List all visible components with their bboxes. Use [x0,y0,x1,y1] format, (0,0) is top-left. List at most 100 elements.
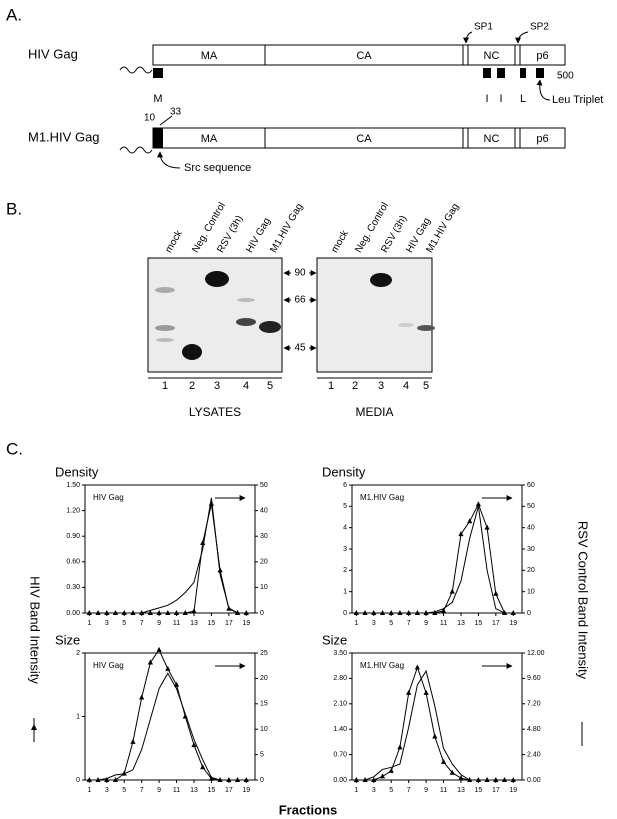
triangle-marker [130,738,136,744]
x-tick-label: 13 [457,787,465,794]
chart-title: Size [55,632,80,647]
triangle-marker [432,733,438,739]
y-tick-label: 0 [343,610,347,617]
y-tick-label: 4 [343,525,347,532]
x-tick-label: 5 [122,787,126,794]
y2-tick-label: 30 [527,546,535,553]
position-label: 500 [557,71,574,82]
y2-axis-label: RSV Control Band Intensity [576,521,591,680]
triangle-marker [475,501,482,507]
construct-name: M1.HIV Gag [28,129,100,144]
gel-band [417,325,435,331]
position-label: 33 [170,107,182,118]
x-tick-label: 1 [354,620,358,627]
motif-label: I [485,93,488,105]
y2-tick-label: 4.80 [527,726,541,733]
panel-label: A. [6,5,22,24]
gel-band [156,338,174,342]
series-line [89,672,247,781]
y2-tick-label: 12.00 [527,650,545,657]
triangle-marker [156,646,162,652]
triangle-marker [493,590,499,596]
x-tick-label: 9 [424,787,428,794]
y2-tick-label: 60 [527,482,535,489]
x-tick-label: 15 [208,620,216,627]
spacer [514,127,521,149]
x-tick-label: 5 [389,620,393,627]
domain [467,127,516,149]
series-line [89,503,247,614]
domain [264,44,464,66]
x-axis-label: Fractions [279,802,338,817]
lane-number: 1 [162,380,168,392]
triangle-marker [423,689,429,695]
triangle-marker [371,777,377,782]
x-tick-label: 17 [225,620,233,627]
triangle-marker [200,764,206,770]
x-tick-label: 7 [407,787,411,794]
y-tick-label: 1 [76,713,80,720]
y-tick-label: 2 [76,650,80,657]
triangle-marker [86,610,92,615]
x-tick-label: 19 [242,620,250,627]
motif-label: L [520,93,526,105]
y-tick-label: 6 [343,482,347,489]
y2-tick-label: 10 [527,589,535,596]
x-tick-label: 17 [492,620,500,627]
domain-label: CA [356,50,372,62]
triangle-marker [388,767,394,773]
lane-number: 3 [214,380,220,392]
x-tick-label: 13 [190,620,198,627]
y2-tick-label: 20 [260,675,268,682]
lane-number: 2 [352,380,358,392]
lane-number: 2 [189,380,195,392]
y-tick-label: 3 [343,546,347,553]
y2-tick-label: 0 [260,610,264,617]
x-tick-label: 1 [87,620,91,627]
arrow [157,151,181,169]
x-tick-label: 17 [225,787,233,794]
y-tick-label: 0.00 [333,777,347,784]
spacer [462,127,469,149]
chart-title: Size [322,632,347,647]
triangle-marker [147,659,153,665]
y2-tick-label: 20 [527,567,535,574]
lane-number: 5 [423,380,429,392]
domain-label: NC [484,133,500,145]
domain [519,44,566,66]
gel-band [398,323,414,327]
lane-number: 5 [267,380,273,392]
chart-annotation: HIV Gag [93,493,124,502]
x-tick-label: 11 [440,787,447,794]
y2-tick-label: 7.20 [527,701,541,708]
series-line [356,506,514,614]
triangle-marker [217,567,223,573]
series-line [356,502,514,614]
x-tick-label: 3 [105,620,109,627]
lane-number: 1 [328,380,334,392]
y2-tick-label: 0.00 [527,777,541,784]
x-tick-label: 3 [105,787,109,794]
y-tick-label: 0.70 [333,751,347,758]
triangle-marker [191,608,197,614]
x-tick-label: 5 [389,787,393,794]
triangle-marker [449,769,455,775]
triangle-marker [379,773,386,779]
y-tick-label: 0 [76,777,80,784]
arrow [463,31,473,44]
triangle-marker [484,524,490,530]
gel-label: LYSATES [189,405,241,419]
motif-box [536,68,544,78]
y2-tick-label: 20 [260,559,268,566]
y2-tick-label: 5 [260,751,264,758]
motif-box [497,68,505,78]
x-tick-label: 19 [509,620,517,627]
y-tick-label: 0.60 [66,559,80,566]
chart-annotation: M1.HIV Gag [360,661,404,670]
triangle-marker [353,777,359,782]
x-tick-label: 19 [509,787,517,794]
triangle-marker [156,610,162,615]
x-tick-label: 15 [475,787,483,794]
panel-a-shapes [119,31,551,169]
